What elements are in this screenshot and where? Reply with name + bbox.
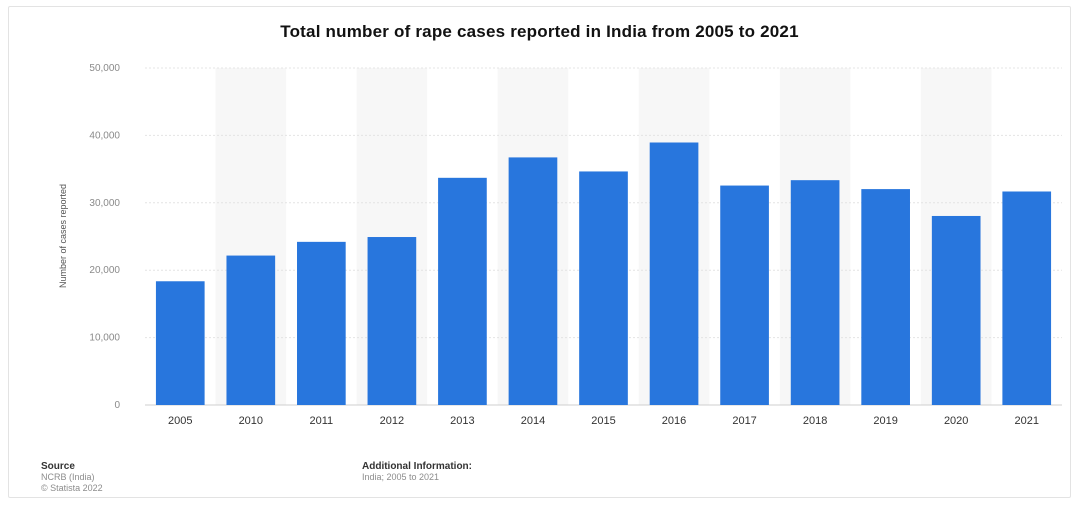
additional-info-text: India; 2005 to 2021 — [362, 472, 440, 482]
x-tick-label: 2005 — [168, 415, 192, 427]
x-tick-label: 2012 — [380, 415, 404, 427]
y-tick-label: 30,000 — [89, 198, 120, 209]
x-tick-label: 2018 — [803, 415, 827, 427]
source-line: NCRB (India) — [41, 472, 95, 482]
x-tick-label: 2020 — [944, 415, 968, 427]
y-tick-label: 20,000 — [89, 265, 120, 276]
y-tick-label: 0 — [114, 400, 120, 411]
additional-info-block: Additional Information: India; 2005 to 2… — [362, 461, 472, 483]
bar-2019 — [861, 189, 910, 405]
bar-2021 — [1002, 191, 1052, 405]
x-tick-label: 2011 — [310, 415, 334, 427]
bar-2013 — [438, 177, 487, 405]
additional-info-heading: Additional Information: — [362, 461, 472, 472]
x-tick-label: 2017 — [732, 415, 756, 427]
y-tick-label: 50,000 — [89, 63, 120, 74]
bar-2005 — [155, 281, 205, 405]
bar-2010 — [226, 255, 276, 405]
bar-2017 — [720, 185, 769, 405]
bar-2014 — [508, 157, 558, 405]
y-tick-label: 40,000 — [89, 130, 120, 141]
bar-2018 — [790, 180, 840, 405]
x-tick-label: 2021 — [1014, 415, 1038, 427]
bar-2020 — [931, 215, 981, 405]
x-tick-label: 2013 — [450, 415, 474, 427]
y-tick-label: 10,000 — [89, 333, 120, 344]
bar-2011 — [297, 241, 346, 405]
x-tick-label: 2014 — [521, 415, 545, 427]
bar-2012 — [367, 237, 417, 405]
x-tick-labels: 2005 2010 2011 2012 2013 2014 2015 2016 2017 2018… — [168, 415, 1039, 427]
source-heading: Source — [41, 461, 75, 472]
x-tick-label: 2016 — [662, 415, 686, 427]
bar-chart: 0 10,000 20,000 30,000 40,000 50,000 2005 2010… — [58, 63, 1062, 427]
chart-title: Total number of rape cases reported in I… — [280, 22, 799, 41]
x-tick-label: 2010 — [239, 415, 263, 427]
copyright-line: © Statista 2022 — [41, 483, 103, 493]
y-axis-label: Number of cases reported — [58, 184, 68, 288]
bar-2016 — [649, 142, 699, 405]
bar-2015 — [579, 171, 628, 405]
bars — [155, 142, 1052, 405]
source-block: Source NCRB (India) © Statista 2022 — [41, 461, 103, 494]
x-tick-label: 2019 — [873, 415, 897, 427]
x-tick-label: 2015 — [591, 415, 615, 427]
y-tick-labels: 0 10,000 20,000 30,000 40,000 50,000 — [89, 63, 120, 411]
